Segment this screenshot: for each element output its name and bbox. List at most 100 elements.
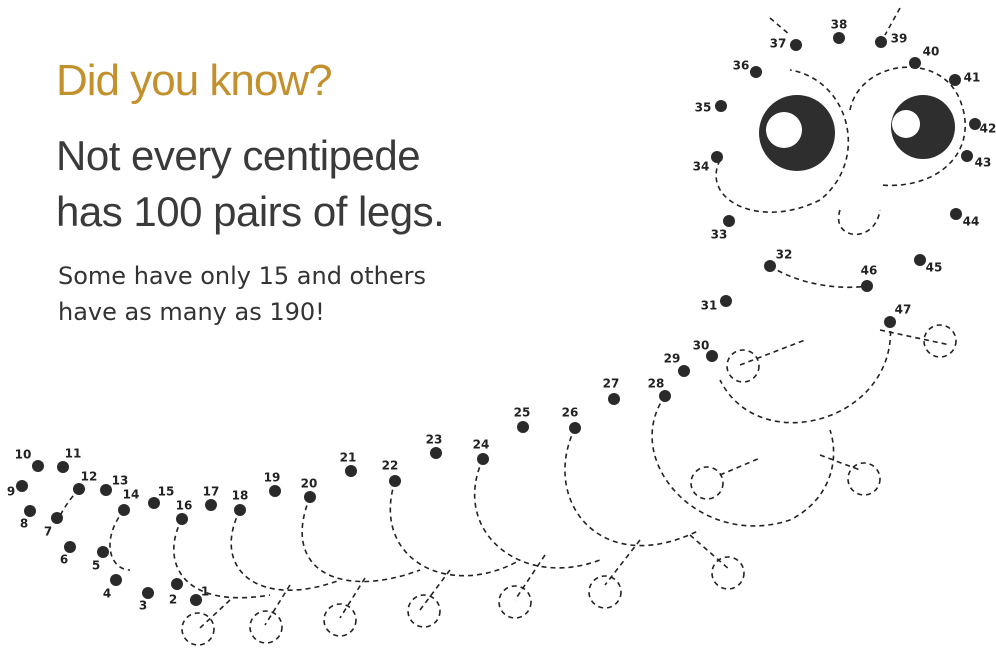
dot	[477, 453, 489, 465]
dot	[64, 541, 76, 553]
dot	[884, 316, 896, 328]
dot-number: 20	[301, 477, 318, 491]
dot-number: 47	[895, 303, 912, 317]
dot-number: 25	[514, 406, 531, 420]
dot	[914, 254, 926, 266]
title-line: has 100 pairs of legs.	[56, 184, 444, 240]
title: Not every centipede has 100 pairs of leg…	[56, 128, 444, 240]
dot-number: 34	[693, 160, 710, 174]
body-line: have as many as 190!	[58, 294, 426, 330]
dot-number: 10	[15, 448, 32, 462]
dot	[142, 587, 154, 599]
dot	[961, 150, 973, 162]
dot	[24, 505, 36, 517]
dot	[720, 295, 732, 307]
dot	[110, 574, 122, 586]
dot-number: 13	[112, 474, 129, 488]
dot	[176, 513, 188, 525]
dot	[51, 512, 63, 524]
dot	[723, 215, 735, 227]
dot-number: 1	[201, 585, 209, 599]
dot-number: 6	[60, 553, 68, 567]
dot	[269, 485, 281, 497]
dot	[57, 461, 69, 473]
dot	[430, 447, 442, 459]
dot	[950, 208, 962, 220]
dot-number: 7	[44, 525, 52, 539]
dot	[875, 36, 887, 48]
dot-number: 8	[20, 517, 28, 531]
dot-number: 30	[693, 339, 710, 353]
dot-number: 21	[340, 451, 357, 465]
dot-number: 12	[81, 470, 98, 484]
dot	[764, 260, 776, 272]
dot	[32, 460, 44, 472]
body-text: Some have only 15 and others have as man…	[58, 258, 426, 330]
dot-number: 42	[980, 122, 996, 136]
dot-number: 22	[382, 459, 399, 473]
dot-number: 37	[770, 37, 787, 51]
dot	[909, 57, 921, 69]
dot-number: 45	[926, 261, 943, 275]
title-line: Not every centipede	[56, 128, 444, 184]
dot	[304, 491, 316, 503]
dot	[711, 151, 723, 163]
dot-number: 35	[695, 101, 712, 115]
dot-number: 5	[92, 559, 100, 573]
dot	[100, 484, 112, 496]
dot-number: 29	[664, 352, 681, 366]
dot	[234, 504, 246, 516]
dot	[345, 465, 357, 477]
dot	[715, 100, 727, 112]
dot-number: 15	[158, 485, 175, 499]
dot-number: 39	[891, 32, 908, 46]
dot	[118, 504, 130, 516]
dot-number: 44	[963, 215, 980, 229]
dot-number: 43	[975, 156, 992, 170]
dot-number: 23	[426, 433, 443, 447]
dot-number: 18	[232, 489, 249, 503]
dot-number: 2	[169, 593, 177, 607]
dot-number: 17	[203, 485, 220, 499]
body-line: Some have only 15 and others	[58, 258, 426, 294]
dot-number: 46	[861, 264, 878, 278]
dot	[73, 483, 85, 495]
dot-number: 31	[701, 299, 718, 313]
dot	[790, 39, 802, 51]
dot	[16, 480, 28, 492]
dot-number: 9	[7, 485, 15, 499]
dot-number: 14	[123, 488, 140, 502]
dot	[517, 421, 529, 433]
dot-number: 16	[176, 499, 193, 513]
dot-number: 28	[648, 377, 665, 391]
dot	[171, 578, 183, 590]
dot	[148, 497, 160, 509]
dot-number: 36	[733, 59, 750, 73]
eyes	[759, 95, 955, 171]
dot	[949, 74, 961, 86]
dot	[97, 546, 109, 558]
dot-number: 40	[923, 45, 940, 59]
dot-number: 24	[473, 438, 490, 452]
dot-number: 38	[831, 18, 848, 32]
dot-number: 3	[139, 599, 147, 613]
dot	[389, 475, 401, 487]
dot-number: 33	[711, 228, 728, 242]
dot	[569, 422, 581, 434]
dot-number: 41	[964, 71, 981, 85]
dot	[678, 365, 690, 377]
dot	[608, 393, 620, 405]
dot	[659, 390, 671, 402]
dot	[833, 32, 845, 44]
dot-number: 11	[65, 447, 82, 461]
dot-number: 32	[776, 248, 793, 262]
dot-number: 26	[562, 406, 579, 420]
dot-number: 19	[264, 471, 281, 485]
dot	[750, 66, 762, 78]
dot-number: 27	[603, 377, 620, 391]
dot-number: 4	[103, 587, 111, 601]
dot	[861, 280, 873, 292]
dot	[205, 499, 217, 511]
kicker: Did you know?	[56, 56, 332, 106]
worksheet: 1234567891011121314151617181920212223242…	[0, 0, 996, 650]
